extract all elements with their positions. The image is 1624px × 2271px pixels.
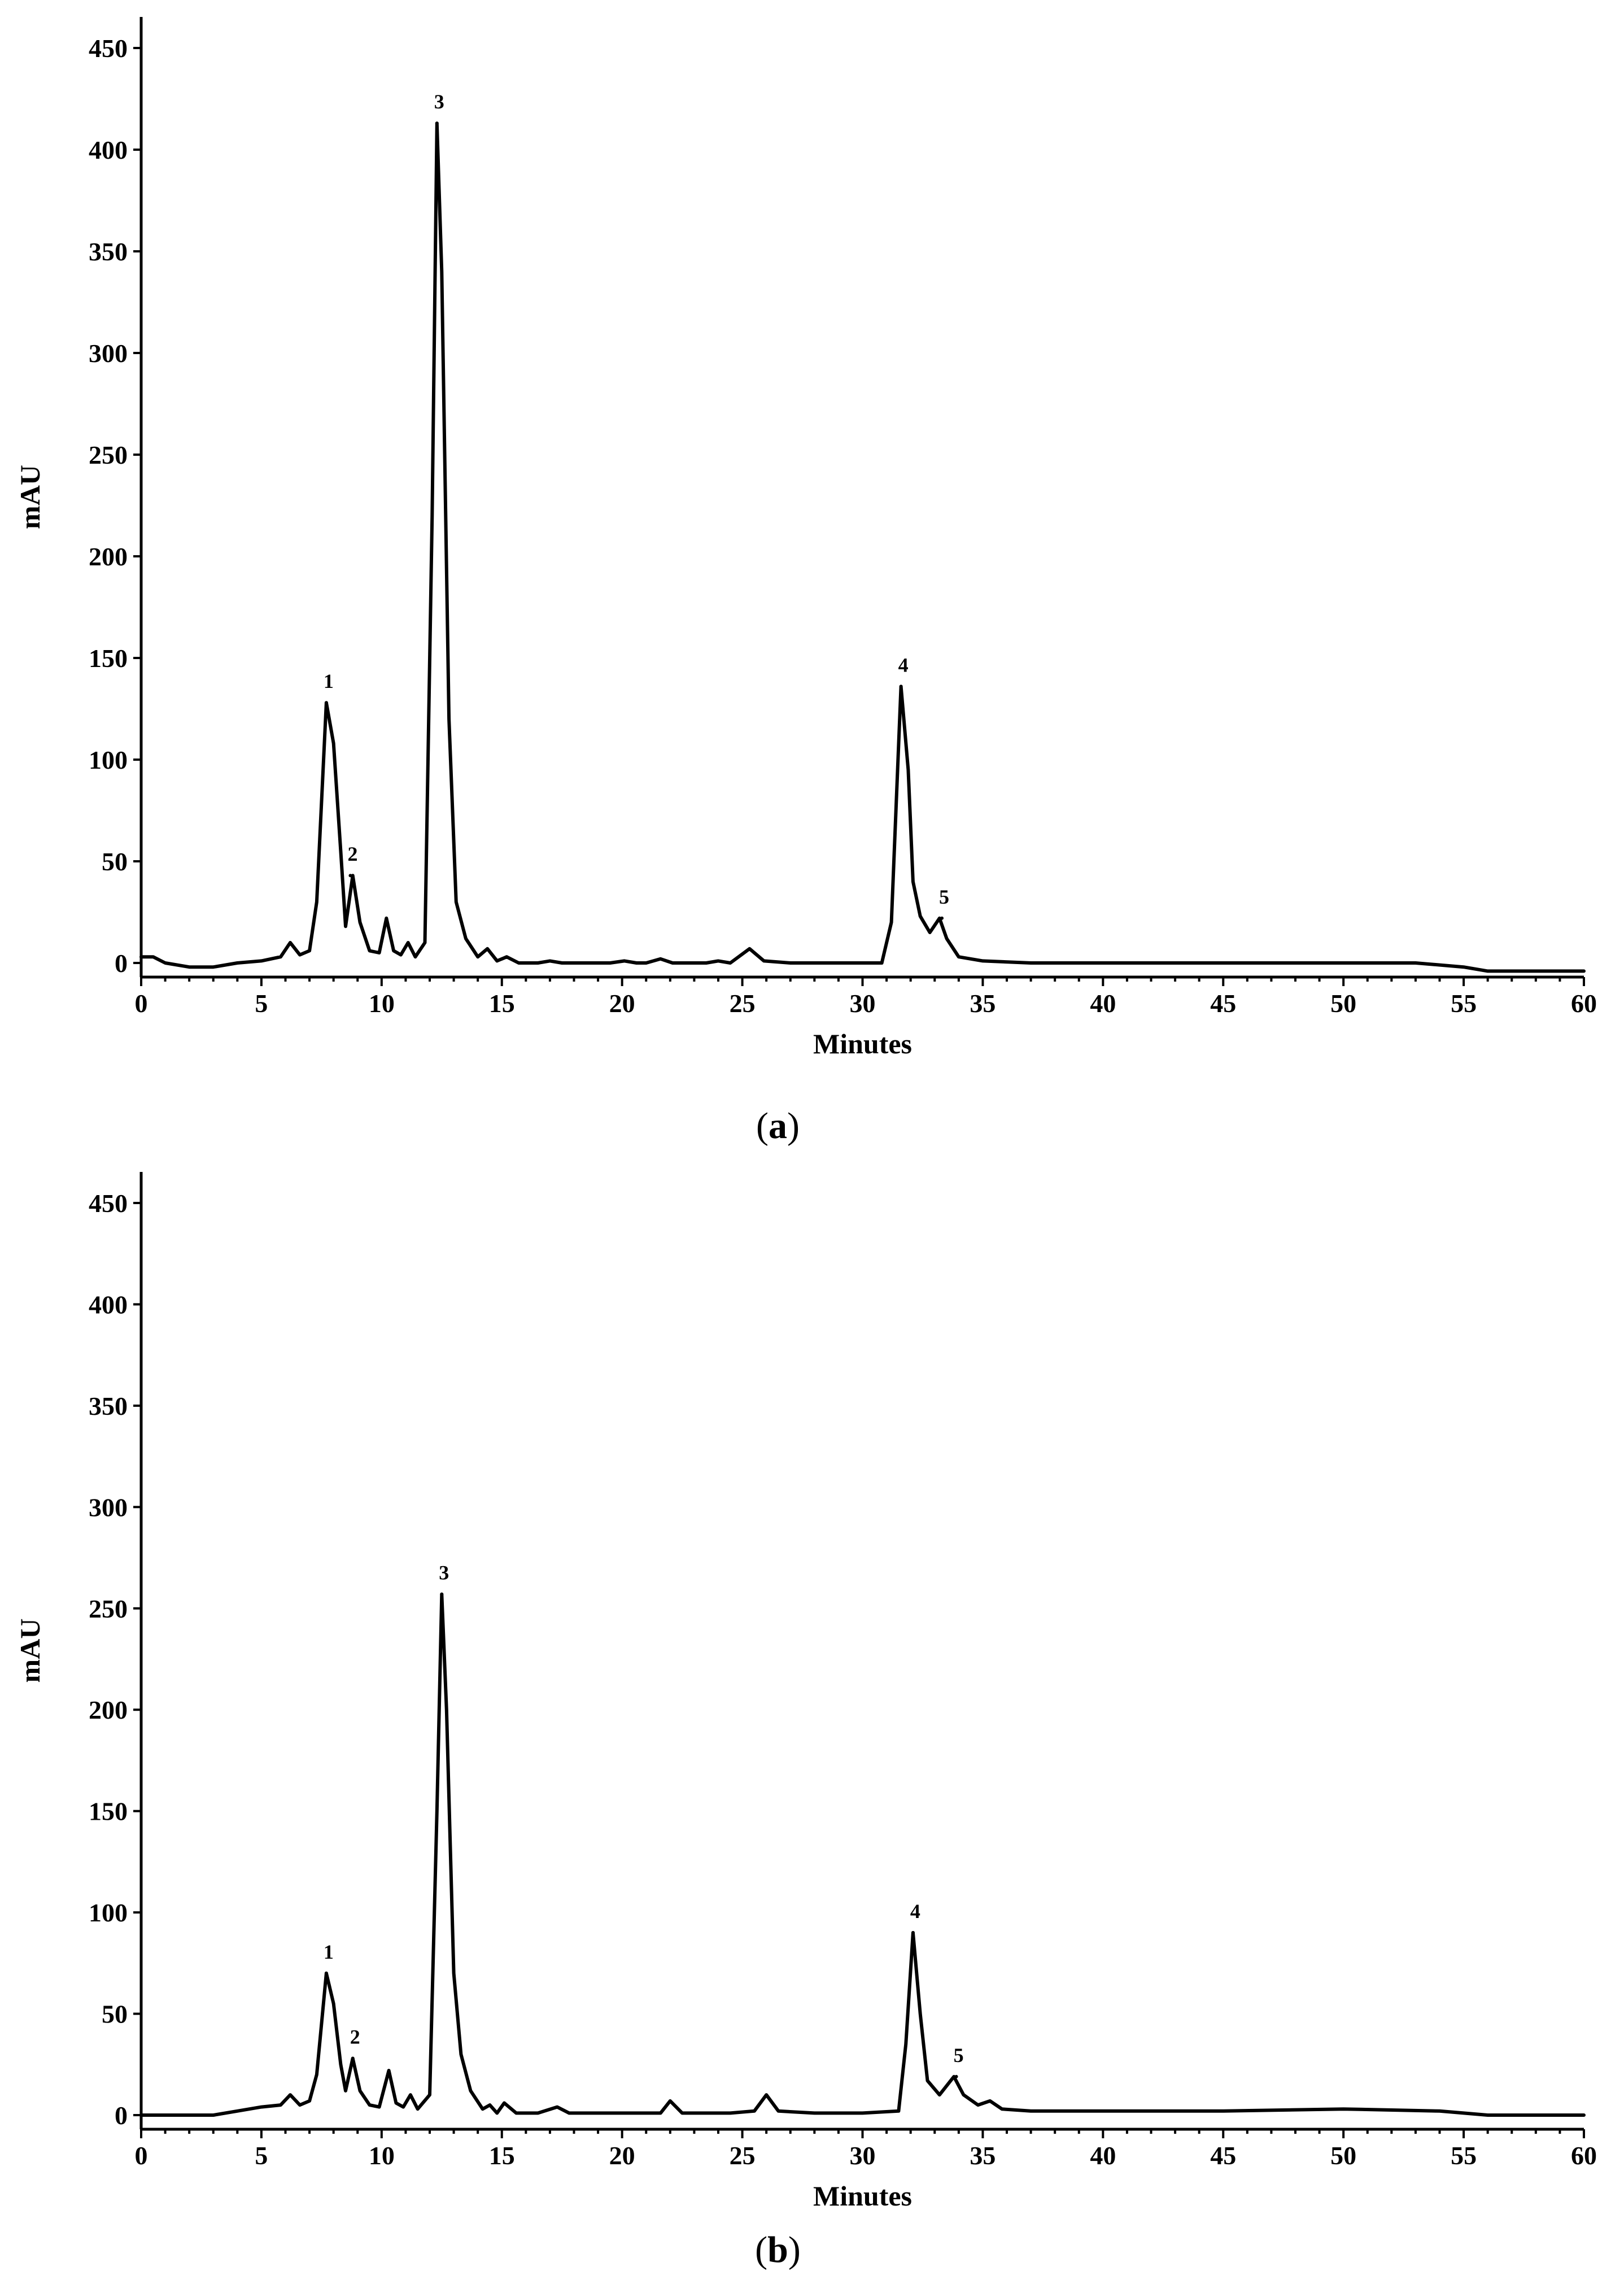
y-tick-label: 0 <box>115 2101 128 2130</box>
x-axis-title: Minutes <box>813 1028 912 1060</box>
x-tick-label: 15 <box>489 989 515 1018</box>
x-tick-label: 20 <box>609 2141 635 2170</box>
peak-label: 2 <box>350 2026 360 2048</box>
y-tick-label: 200 <box>89 1695 128 1724</box>
x-tick-label: 10 <box>369 989 395 1018</box>
x-tick-label: 30 <box>850 989 876 1018</box>
peak-point <box>324 701 328 705</box>
x-tick-label: 30 <box>850 2141 876 2170</box>
y-tick-label: 400 <box>89 1290 128 1319</box>
peak-label: 5 <box>939 886 949 908</box>
x-tick-label: 5 <box>255 2141 268 2170</box>
peak-point <box>954 2074 958 2078</box>
y-tick-label: 400 <box>89 136 128 164</box>
y-tick-label: 250 <box>89 441 128 469</box>
x-tick-label: 60 <box>1571 2141 1597 2170</box>
peak-point <box>940 916 944 920</box>
y-tick-label: 350 <box>89 1392 128 1420</box>
y-tick-label: 150 <box>89 1797 128 1826</box>
peak-label: 4 <box>898 653 909 676</box>
peak-point <box>324 1971 328 1975</box>
x-tick-label: 50 <box>1330 2141 1356 2170</box>
peak-point <box>348 874 352 878</box>
panel-letter: a <box>769 1105 787 1147</box>
y-axis-title: mAU <box>14 1619 46 1683</box>
x-tick-label: 20 <box>609 989 635 1018</box>
peak-label: 4 <box>910 1900 920 1923</box>
x-tick-label: 55 <box>1451 989 1477 1018</box>
y-tick-label: 50 <box>102 2000 128 2029</box>
x-tick-label: 35 <box>970 989 996 1018</box>
x-tick-label: 0 <box>135 989 148 1018</box>
x-tick-label: 0 <box>135 2141 148 2170</box>
y-tick-label: 100 <box>89 746 128 774</box>
peak-point <box>911 1931 915 1934</box>
y-tick-label: 200 <box>89 542 128 571</box>
y-tick-label: 450 <box>89 1189 128 1218</box>
x-tick-label: 40 <box>1090 2141 1116 2170</box>
peak-label: 3 <box>434 90 444 113</box>
x-tick-label: 5 <box>255 989 268 1018</box>
y-tick-label: 250 <box>89 1594 128 1623</box>
x-tick-label: 45 <box>1210 2141 1236 2170</box>
panel-caption: (a) <box>756 1105 800 1147</box>
x-tick-label: 35 <box>970 2141 996 2170</box>
y-tick-label: 0 <box>115 949 128 978</box>
x-tick-label: 45 <box>1210 989 1236 1018</box>
x-tick-label: 15 <box>489 2141 515 2170</box>
peak-point <box>435 121 439 125</box>
y-tick-label: 300 <box>89 1493 128 1522</box>
x-tick-label: 40 <box>1090 989 1116 1018</box>
y-tick-label: 350 <box>89 237 128 266</box>
y-tick-label: 300 <box>89 339 128 368</box>
peak-point <box>440 1592 444 1596</box>
peak-point <box>351 2056 355 2060</box>
y-axis-title: mAU <box>14 465 46 529</box>
y-tick-label: 150 <box>89 644 128 673</box>
x-tick-label: 10 <box>369 2141 395 2170</box>
x-tick-label: 25 <box>730 2141 756 2170</box>
x-tick-label: 25 <box>730 989 756 1018</box>
y-tick-label: 450 <box>89 34 128 63</box>
x-tick-label: 60 <box>1571 989 1597 1018</box>
y-tick-label: 50 <box>102 847 128 876</box>
y-tick-label: 100 <box>89 1898 128 1927</box>
peak-label: 1 <box>324 1941 334 1963</box>
panel-caption: (b) <box>755 2229 801 2270</box>
panel-letter: b <box>767 2229 788 2270</box>
peak-label: 1 <box>324 670 334 692</box>
x-axis-title: Minutes <box>813 2180 912 2212</box>
chromatogram-trace <box>139 1592 1586 2117</box>
peak-label: 5 <box>954 2044 964 2067</box>
peak-label: 2 <box>347 843 357 865</box>
x-tick-label: 50 <box>1330 989 1356 1018</box>
peak-point <box>899 685 903 688</box>
x-tick-label: 55 <box>1451 2141 1477 2170</box>
peak-label: 3 <box>439 1562 449 1584</box>
